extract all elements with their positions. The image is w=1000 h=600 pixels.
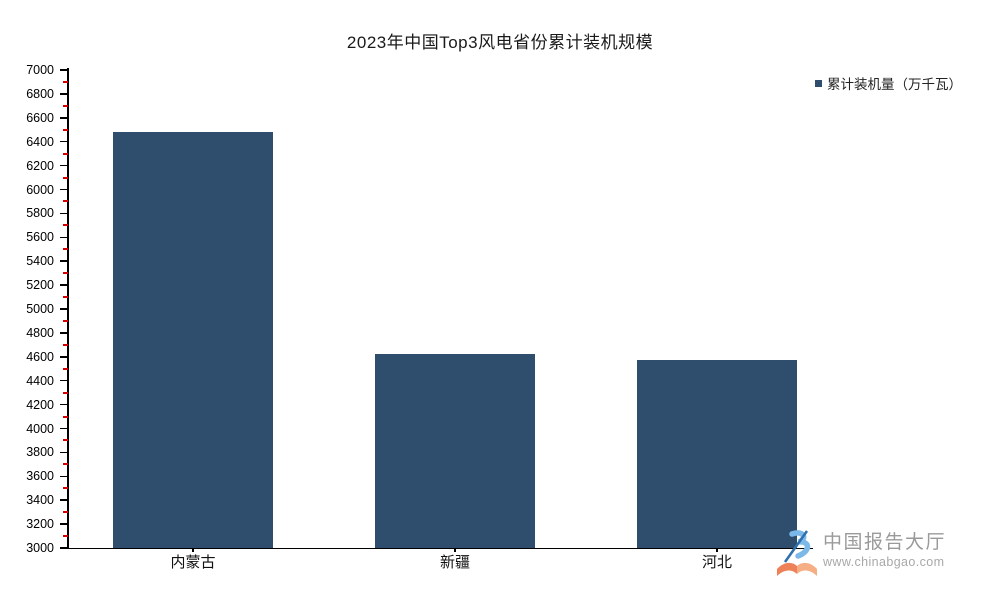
y-tick-label: 6600: [26, 110, 54, 125]
y-minor-tick: [63, 463, 68, 466]
y-major-tick: [60, 188, 68, 191]
y-tick-label: 4800: [26, 325, 54, 340]
y-tick-label: 6200: [26, 158, 54, 173]
y-minor-tick: [63, 104, 68, 107]
x-category-label: 内蒙古: [170, 554, 216, 571]
legend-marker-icon: [815, 79, 822, 87]
x-tick: [192, 548, 194, 552]
y-major-tick: [60, 212, 68, 215]
y-minor-tick: [63, 80, 68, 83]
watermark: 中国报告大厅 www.chinabgao.com: [776, 529, 946, 581]
y-major-tick: [60, 236, 68, 239]
y-minor-tick: [63, 319, 68, 322]
y-major-tick: [60, 140, 68, 143]
y-tick-label: 5600: [26, 230, 54, 245]
y-tick-label: 6800: [26, 86, 54, 101]
y-minor-tick: [63, 415, 68, 418]
x-tick: [454, 548, 456, 552]
y-tick-label: 5000: [26, 302, 54, 316]
y-minor-tick: [63, 439, 68, 442]
y-minor-tick: [63, 200, 68, 203]
bar-内蒙古: [113, 131, 273, 548]
y-tick-label: 4000: [26, 421, 54, 436]
y-minor-tick: [63, 248, 68, 251]
y-tick-label: 3000: [26, 541, 54, 555]
y-minor-tick: [63, 511, 68, 514]
legend: 累计装机量（万千瓦）: [815, 73, 962, 93]
y-tick-label: 4600: [26, 349, 54, 364]
x-axis: [68, 547, 813, 549]
x-category-label: 新疆: [439, 554, 470, 571]
watermark-name: 中国报告大厅: [823, 532, 947, 553]
y-major-tick: [60, 379, 68, 382]
y-major-tick: [60, 93, 68, 95]
y-tick-label: 3400: [26, 493, 54, 508]
y-major-tick: [60, 69, 68, 71]
y-minor-tick: [63, 296, 68, 299]
y-minor-tick: [63, 487, 68, 490]
x-category-label: 河北: [701, 554, 732, 571]
legend-label: 累计装机量（万千瓦）: [827, 77, 962, 92]
y-major-tick: [60, 164, 68, 167]
y-tick-label: 3600: [26, 469, 54, 484]
y-tick-label: 7000: [26, 63, 54, 77]
watermark-url: www.chinabgao.com: [823, 555, 945, 569]
bar-新疆: [375, 353, 535, 548]
bar-河北: [637, 360, 797, 548]
y-major-tick: [60, 547, 68, 549]
y-tick-label: 3800: [26, 445, 54, 460]
y-minor-tick: [63, 272, 68, 275]
y-major-tick: [60, 475, 68, 478]
y-minor-tick: [63, 343, 68, 346]
y-minor-tick: [63, 535, 68, 538]
y-major-tick: [60, 308, 68, 310]
y-major-tick: [60, 523, 68, 525]
y-major-tick: [60, 284, 68, 286]
y-major-tick: [60, 451, 68, 454]
y-tick-label: 5800: [26, 206, 54, 221]
y-major-tick: [60, 117, 68, 119]
y-minor-tick: [63, 224, 68, 227]
y-minor-tick: [63, 152, 68, 155]
y-tick-label: 5200: [26, 278, 54, 293]
y-tick-label: 4200: [26, 397, 54, 412]
y-minor-tick: [63, 176, 68, 179]
y-minor-tick: [63, 367, 68, 370]
y-tick-label: 3200: [26, 517, 54, 532]
y-tick-label: 5400: [26, 254, 54, 269]
y-major-tick: [60, 332, 68, 334]
chart-title: 2023年中国Top3风电省份累计装机规模: [346, 33, 654, 52]
chinabgao-logo-icon: [777, 530, 817, 576]
y-major-tick: [60, 403, 68, 406]
y-minor-tick: [63, 391, 68, 394]
y-tick-label: 4400: [26, 373, 54, 388]
y-tick-label: 6400: [26, 134, 54, 149]
y-tick-label: 6000: [26, 182, 54, 197]
y-major-tick: [60, 427, 68, 430]
x-tick: [716, 548, 718, 552]
y-major-tick: [60, 499, 68, 501]
y-minor-tick: [63, 128, 68, 131]
y-major-tick: [60, 260, 68, 262]
y-major-tick: [60, 356, 68, 358]
